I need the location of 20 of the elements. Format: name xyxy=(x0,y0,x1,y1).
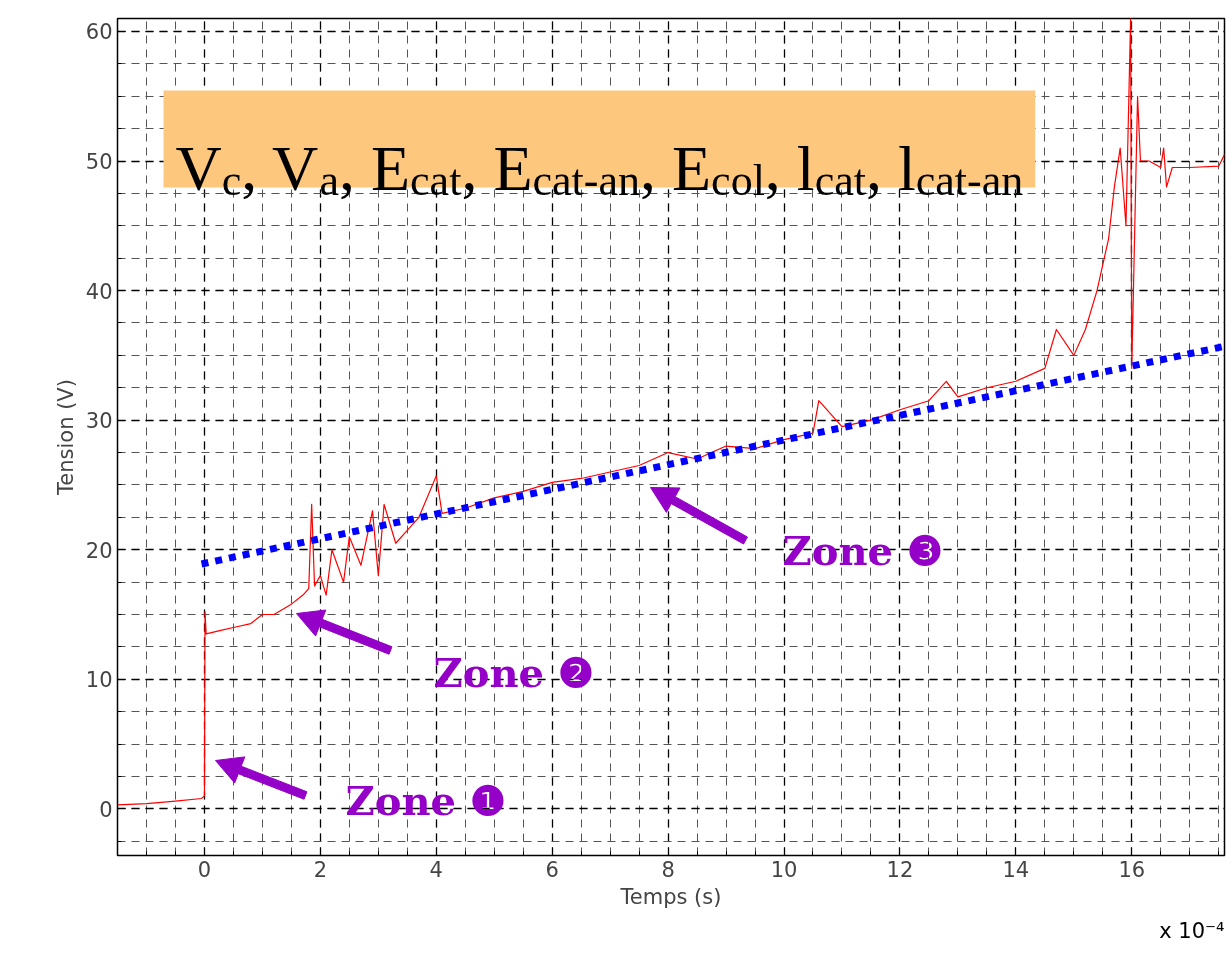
x-tick-label: 16 xyxy=(1118,857,1146,882)
x-tick-label: 8 xyxy=(661,857,675,882)
text: Vc, Va, Ecat, Ecat-an, Ecol, lcat, lcat-an xyxy=(175,133,1024,205)
x-tick-label: 6 xyxy=(545,857,559,882)
text: x 10⁻⁴ xyxy=(1159,918,1225,943)
y-tick-label: 20 xyxy=(85,538,113,563)
y-tick-label: 0 xyxy=(99,797,113,822)
y-tick-label: 10 xyxy=(85,668,113,693)
x-tick-label: 10 xyxy=(770,857,798,882)
x-tick-label: 14 xyxy=(1002,857,1030,882)
y-axis-title: Tension (V) xyxy=(53,379,78,496)
x-tick-label: 2 xyxy=(313,857,328,882)
y-tick-label: 60 xyxy=(85,20,113,45)
x-axis-title: Temps (s) xyxy=(619,884,722,909)
x-tick-label: 0 xyxy=(197,857,212,882)
y-tick-label: 50 xyxy=(85,150,113,175)
y-tick-label: 30 xyxy=(85,409,113,434)
y-tick-label: 40 xyxy=(85,279,113,304)
x-tick-label: 4 xyxy=(429,857,443,882)
x-tick-label: 12 xyxy=(886,857,914,882)
